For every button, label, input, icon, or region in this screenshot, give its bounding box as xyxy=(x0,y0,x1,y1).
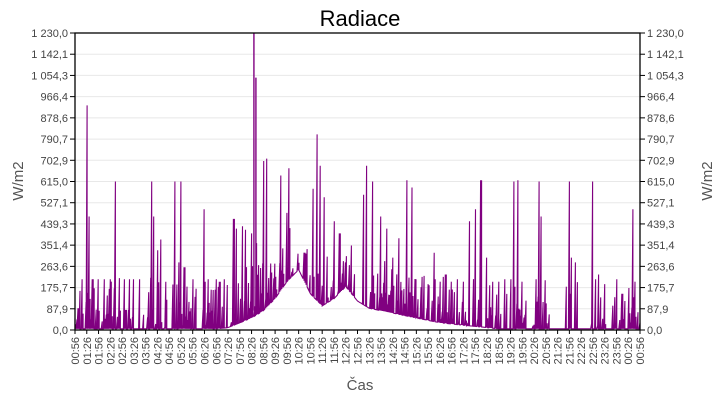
x-tick-label: 13:56 xyxy=(376,337,388,365)
x-tick-label: 15:26 xyxy=(411,337,423,365)
x-tick-label: 14:56 xyxy=(400,337,412,365)
x-tick-label: 21:26 xyxy=(553,337,565,365)
y-tick-label: 1 142,1 xyxy=(647,49,684,61)
y-tick-label: 702,9 xyxy=(647,155,675,167)
x-tick-label: 10:26 xyxy=(294,337,306,365)
x-axis: 00:56 01:26 01:56 02:26 02:56 03:26 03:56 04:26… xyxy=(70,330,647,365)
x-tick-label: 05:56 xyxy=(188,337,200,365)
y-tick-label: 878,6 xyxy=(40,113,68,125)
y-tick-label: 0,0 xyxy=(53,325,68,337)
x-tick-label: 12:56 xyxy=(353,337,365,365)
y-axis-right: 0,0 87,9 175,7 263,6 351,4 439,3 527,1 615,0 702… xyxy=(640,28,684,337)
y-tick-label: 351,4 xyxy=(647,240,675,252)
y-tick-label: 615,0 xyxy=(40,177,68,189)
x-axis-label: Čas xyxy=(347,377,374,394)
y-tick-label: 790,7 xyxy=(40,134,68,146)
y-tick-label: 527,1 xyxy=(40,198,68,210)
y-tick-label: 966,4 xyxy=(40,92,68,104)
data-series xyxy=(74,33,641,331)
x-tick-label: 22:56 xyxy=(588,337,600,365)
x-tick-label: 09:26 xyxy=(270,337,282,365)
x-tick-label: 20:56 xyxy=(541,337,553,365)
x-tick-label: 23:56 xyxy=(611,337,623,365)
y-tick-label: 878,6 xyxy=(647,113,675,125)
x-tick-label: 21:56 xyxy=(564,337,576,365)
y-tick-label: 263,6 xyxy=(40,261,68,273)
x-tick-label: 23:26 xyxy=(600,337,612,365)
x-tick-label: 15:56 xyxy=(423,337,435,365)
y-tick-label: 615,0 xyxy=(647,177,675,189)
x-tick-label: 00:26 xyxy=(623,337,635,365)
x-tick-label: 02:56 xyxy=(117,337,129,365)
x-tick-label: 03:56 xyxy=(141,337,153,365)
y-tick-label: 1 054,3 xyxy=(647,70,684,82)
y-tick-label: 263,6 xyxy=(647,261,675,273)
y-tick-label: 702,9 xyxy=(40,155,68,167)
x-tick-label: 17:56 xyxy=(470,337,482,365)
y-tick-label: 0,0 xyxy=(647,325,662,337)
x-tick-label: 19:56 xyxy=(517,337,529,365)
y-axis-label-right: W/m2 xyxy=(699,161,716,200)
x-tick-label: 17:26 xyxy=(458,337,470,365)
x-tick-label: 13:26 xyxy=(364,337,376,365)
y-tick-label: 175,7 xyxy=(40,283,68,295)
x-tick-label: 00:56 xyxy=(635,337,647,365)
y-tick-label: 527,1 xyxy=(647,198,675,210)
x-tick-label: 12:26 xyxy=(341,337,353,365)
y-tick-label: 87,9 xyxy=(47,304,68,316)
x-tick-label: 16:26 xyxy=(435,337,447,365)
x-tick-label: 06:56 xyxy=(211,337,223,365)
x-tick-label: 04:26 xyxy=(152,337,164,365)
y-tick-label: 175,7 xyxy=(647,283,675,295)
x-tick-label: 09:56 xyxy=(282,337,294,365)
x-tick-label: 19:26 xyxy=(506,337,518,365)
x-tick-label: 07:56 xyxy=(235,337,247,365)
x-tick-label: 22:26 xyxy=(576,337,588,365)
y-axis-left: 0,0 87,9 175,7 263,6 351,4 439,3 527,1 615,0 702… xyxy=(31,28,75,337)
x-tick-label: 03:26 xyxy=(129,337,141,365)
y-tick-label: 1 054,3 xyxy=(31,70,68,82)
x-tick-label: 18:26 xyxy=(482,337,494,365)
y-tick-label: 87,9 xyxy=(647,304,668,316)
x-tick-label: 08:26 xyxy=(247,337,259,365)
x-tick-label: 06:26 xyxy=(199,337,211,365)
y-tick-label: 1 230,0 xyxy=(31,28,68,40)
y-tick-label: 790,7 xyxy=(647,134,675,146)
x-tick-label: 14:26 xyxy=(388,337,400,365)
x-tick-label: 02:26 xyxy=(105,337,117,365)
x-tick-label: 01:56 xyxy=(94,337,106,365)
y-tick-label: 351,4 xyxy=(40,240,68,252)
x-tick-label: 16:56 xyxy=(447,337,459,365)
grid-lines xyxy=(75,53,640,310)
x-tick-label: 10:56 xyxy=(305,337,317,365)
chart-title: Radiace xyxy=(320,6,401,31)
x-tick-label: 11:26 xyxy=(317,337,329,364)
x-tick-label: 18:56 xyxy=(494,337,506,365)
y-tick-label: 439,3 xyxy=(40,219,68,231)
x-tick-label: 01:26 xyxy=(82,337,94,365)
y-tick-label: 439,3 xyxy=(647,219,675,231)
y-tick-label: 1 230,0 xyxy=(647,28,684,40)
y-tick-label: 1 142,1 xyxy=(31,49,68,61)
x-tick-label: 07:26 xyxy=(223,337,235,365)
x-tick-label: 20:26 xyxy=(529,337,541,365)
x-tick-label: 00:56 xyxy=(70,337,82,365)
y-tick-label: 966,4 xyxy=(647,92,675,104)
x-tick-label: 11:56 xyxy=(329,337,341,364)
y-axis-label-left: W/m2 xyxy=(10,161,27,200)
x-tick-label: 04:56 xyxy=(164,337,176,365)
x-tick-label: 05:26 xyxy=(176,337,188,365)
x-tick-label: 08:56 xyxy=(258,337,270,365)
